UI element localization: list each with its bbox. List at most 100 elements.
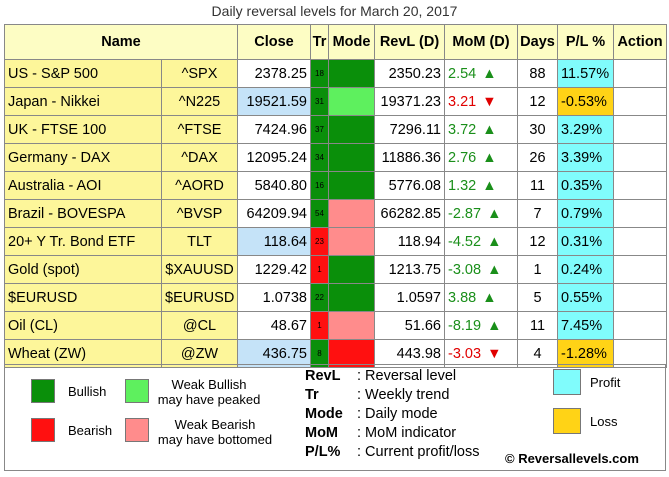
row-revl: 7296.11 [374,115,445,144]
row-mom: 1.32 ▲ [444,171,518,200]
key-term: Tr [305,387,319,403]
row-mom: 3.72 ▲ [444,115,518,144]
row-action [613,171,667,200]
row-mom: 2.54 ▲ [444,59,518,88]
table-row: Wheat (ZW) @ZW 436.75 8 443.98 -3.03 ▼ 4 -1.28% [4,339,667,368]
row-close: 1.0738 [237,283,311,312]
profit-label: Profit [590,375,621,390]
row-pl: -0.53% [557,87,614,116]
row-mode [328,283,375,312]
weak-bearish-swatch [125,418,149,442]
row-name: US - S&P 500 [4,59,162,88]
key-term: Mode [305,406,343,422]
row-mom: -3.03 ▼ [444,339,518,368]
row-action [613,283,667,312]
mom-up-arrow-icon: ▲ [482,289,497,306]
row-mode [328,143,375,172]
row-name: Germany - DAX [4,143,162,172]
mom-down-arrow-icon: ▼ [482,93,497,110]
row-pl: 11.57% [557,59,614,88]
weak-bullish-label-line2: may have peaked [157,392,261,407]
row-days: 12 [517,227,558,256]
row-pl: 0.35% [557,171,614,200]
row-pl: 3.29% [557,115,614,144]
row-close: 436.75 [237,339,311,368]
mom-up-arrow-icon: ▲ [487,233,502,250]
row-action [613,339,667,368]
row-ticker: TLT [161,227,238,256]
key-line: RevL : Reversal level [305,367,456,386]
reversal-table: Name Close Tr Mode RevL (D) MoM (D) Days… [4,24,667,368]
row-name: Gold (spot) [4,255,162,284]
row-ticker: ^AORD [161,171,238,200]
row-trend: 16 [310,171,329,200]
row-days: 7 [517,199,558,228]
table-row: Gold (spot) $XAUUSD 1229.42 1 1213.75 -3.08 ▲ 1… [4,255,667,284]
col-header-action: Action [613,24,667,60]
row-ticker: @CL [161,311,238,340]
col-header-close: Close [237,24,311,60]
row-revl: 11886.36 [374,143,445,172]
col-header-mode: Mode [328,24,375,60]
key-line: MoM: MoM indicator [305,424,456,443]
row-mode [328,255,375,284]
row-mode [328,199,375,228]
row-days: 11 [517,311,558,340]
row-mom: -3.08 ▲ [444,255,518,284]
col-header-name: Name [4,24,238,60]
row-trend: 8 [310,339,329,368]
table-row: $EURUSD $EURUSD 1.0738 22 1.0597 3.88 ▲ 5 0.55% [4,283,667,312]
table-row: Germany - DAX ^DAX 12095.24 34 11886.36 2.76 ▲… [4,143,667,172]
header-row: Name Close Tr Mode RevL (D) MoM (D) Days… [4,24,667,60]
mom-up-arrow-icon: ▲ [487,261,502,278]
key-term: RevL [305,368,341,384]
row-mode [328,227,375,256]
row-pl: -1.28% [557,339,614,368]
copyright-text: © Reversallevels.com [505,451,639,466]
table-row: Australia - AOI ^AORD 5840.80 16 5776.08 1.32… [4,171,667,200]
table-row: UK - FTSE 100 ^FTSE 7424.96 37 7296.11 3.72 ▲ 3… [4,115,667,144]
row-mom: -8.19 ▲ [444,311,518,340]
row-trend: 37 [310,115,329,144]
key-definition: : Current profit/loss [357,444,480,460]
row-revl: 2350.23 [374,59,445,88]
weak-bearish-label-line1: Weak Bearish [174,417,256,432]
row-action [613,227,667,256]
row-mode [328,311,375,340]
mom-value: 3.88 [448,289,477,306]
row-mom: 3.88 ▲ [444,283,518,312]
row-close: 64209.94 [237,199,311,228]
row-name: Brazil - BOVESPA [4,199,162,228]
row-days: 26 [517,143,558,172]
row-ticker: ^BVSP [161,199,238,228]
key-definition: : MoM indicator [357,425,457,441]
mom-up-arrow-icon: ▲ [482,149,497,166]
row-trend: 31 [310,87,329,116]
weak-bullish-label-line1: Weak Bullish [171,377,247,392]
legend-panel: Bullish Weak Bullish may have peaked Bea… [4,364,666,471]
row-mom: 3.21 ▼ [444,87,518,116]
bullish-label: Bullish [68,384,107,399]
table-row: Brazil - BOVESPA ^BVSP 64209.94 54 66282.85-… [4,199,667,228]
row-days: 88 [517,59,558,88]
row-name: $EURUSD [4,283,162,312]
row-action [613,199,667,228]
row-revl: 19371.23 [374,87,445,116]
weak-bearish-label: Weak Bearish may have bottomed [156,417,274,447]
row-name: 20+ Y Tr. Bond ETF [4,227,162,256]
mom-value: -3.08 [448,261,482,278]
key-definition: : Reversal level [357,368,457,384]
row-close: 12095.24 [237,143,311,172]
key-line: P/L% : Current profit/loss [305,443,480,462]
mom-value: 3.21 [448,93,477,110]
key-term: P/L% [305,444,341,460]
row-days: 5 [517,283,558,312]
row-days: 4 [517,339,558,368]
row-action [613,115,667,144]
row-close: 118.64 [237,227,311,256]
table-row: 20+ Y Tr. Bond ETF TLT 118.64 23 118.94 -4.52… [4,227,667,256]
row-pl: 7.45% [557,311,614,340]
row-close: 19521.59 [237,87,311,116]
row-revl: 118.94 [374,227,445,256]
key-line: Mode: Daily mode [305,405,438,424]
